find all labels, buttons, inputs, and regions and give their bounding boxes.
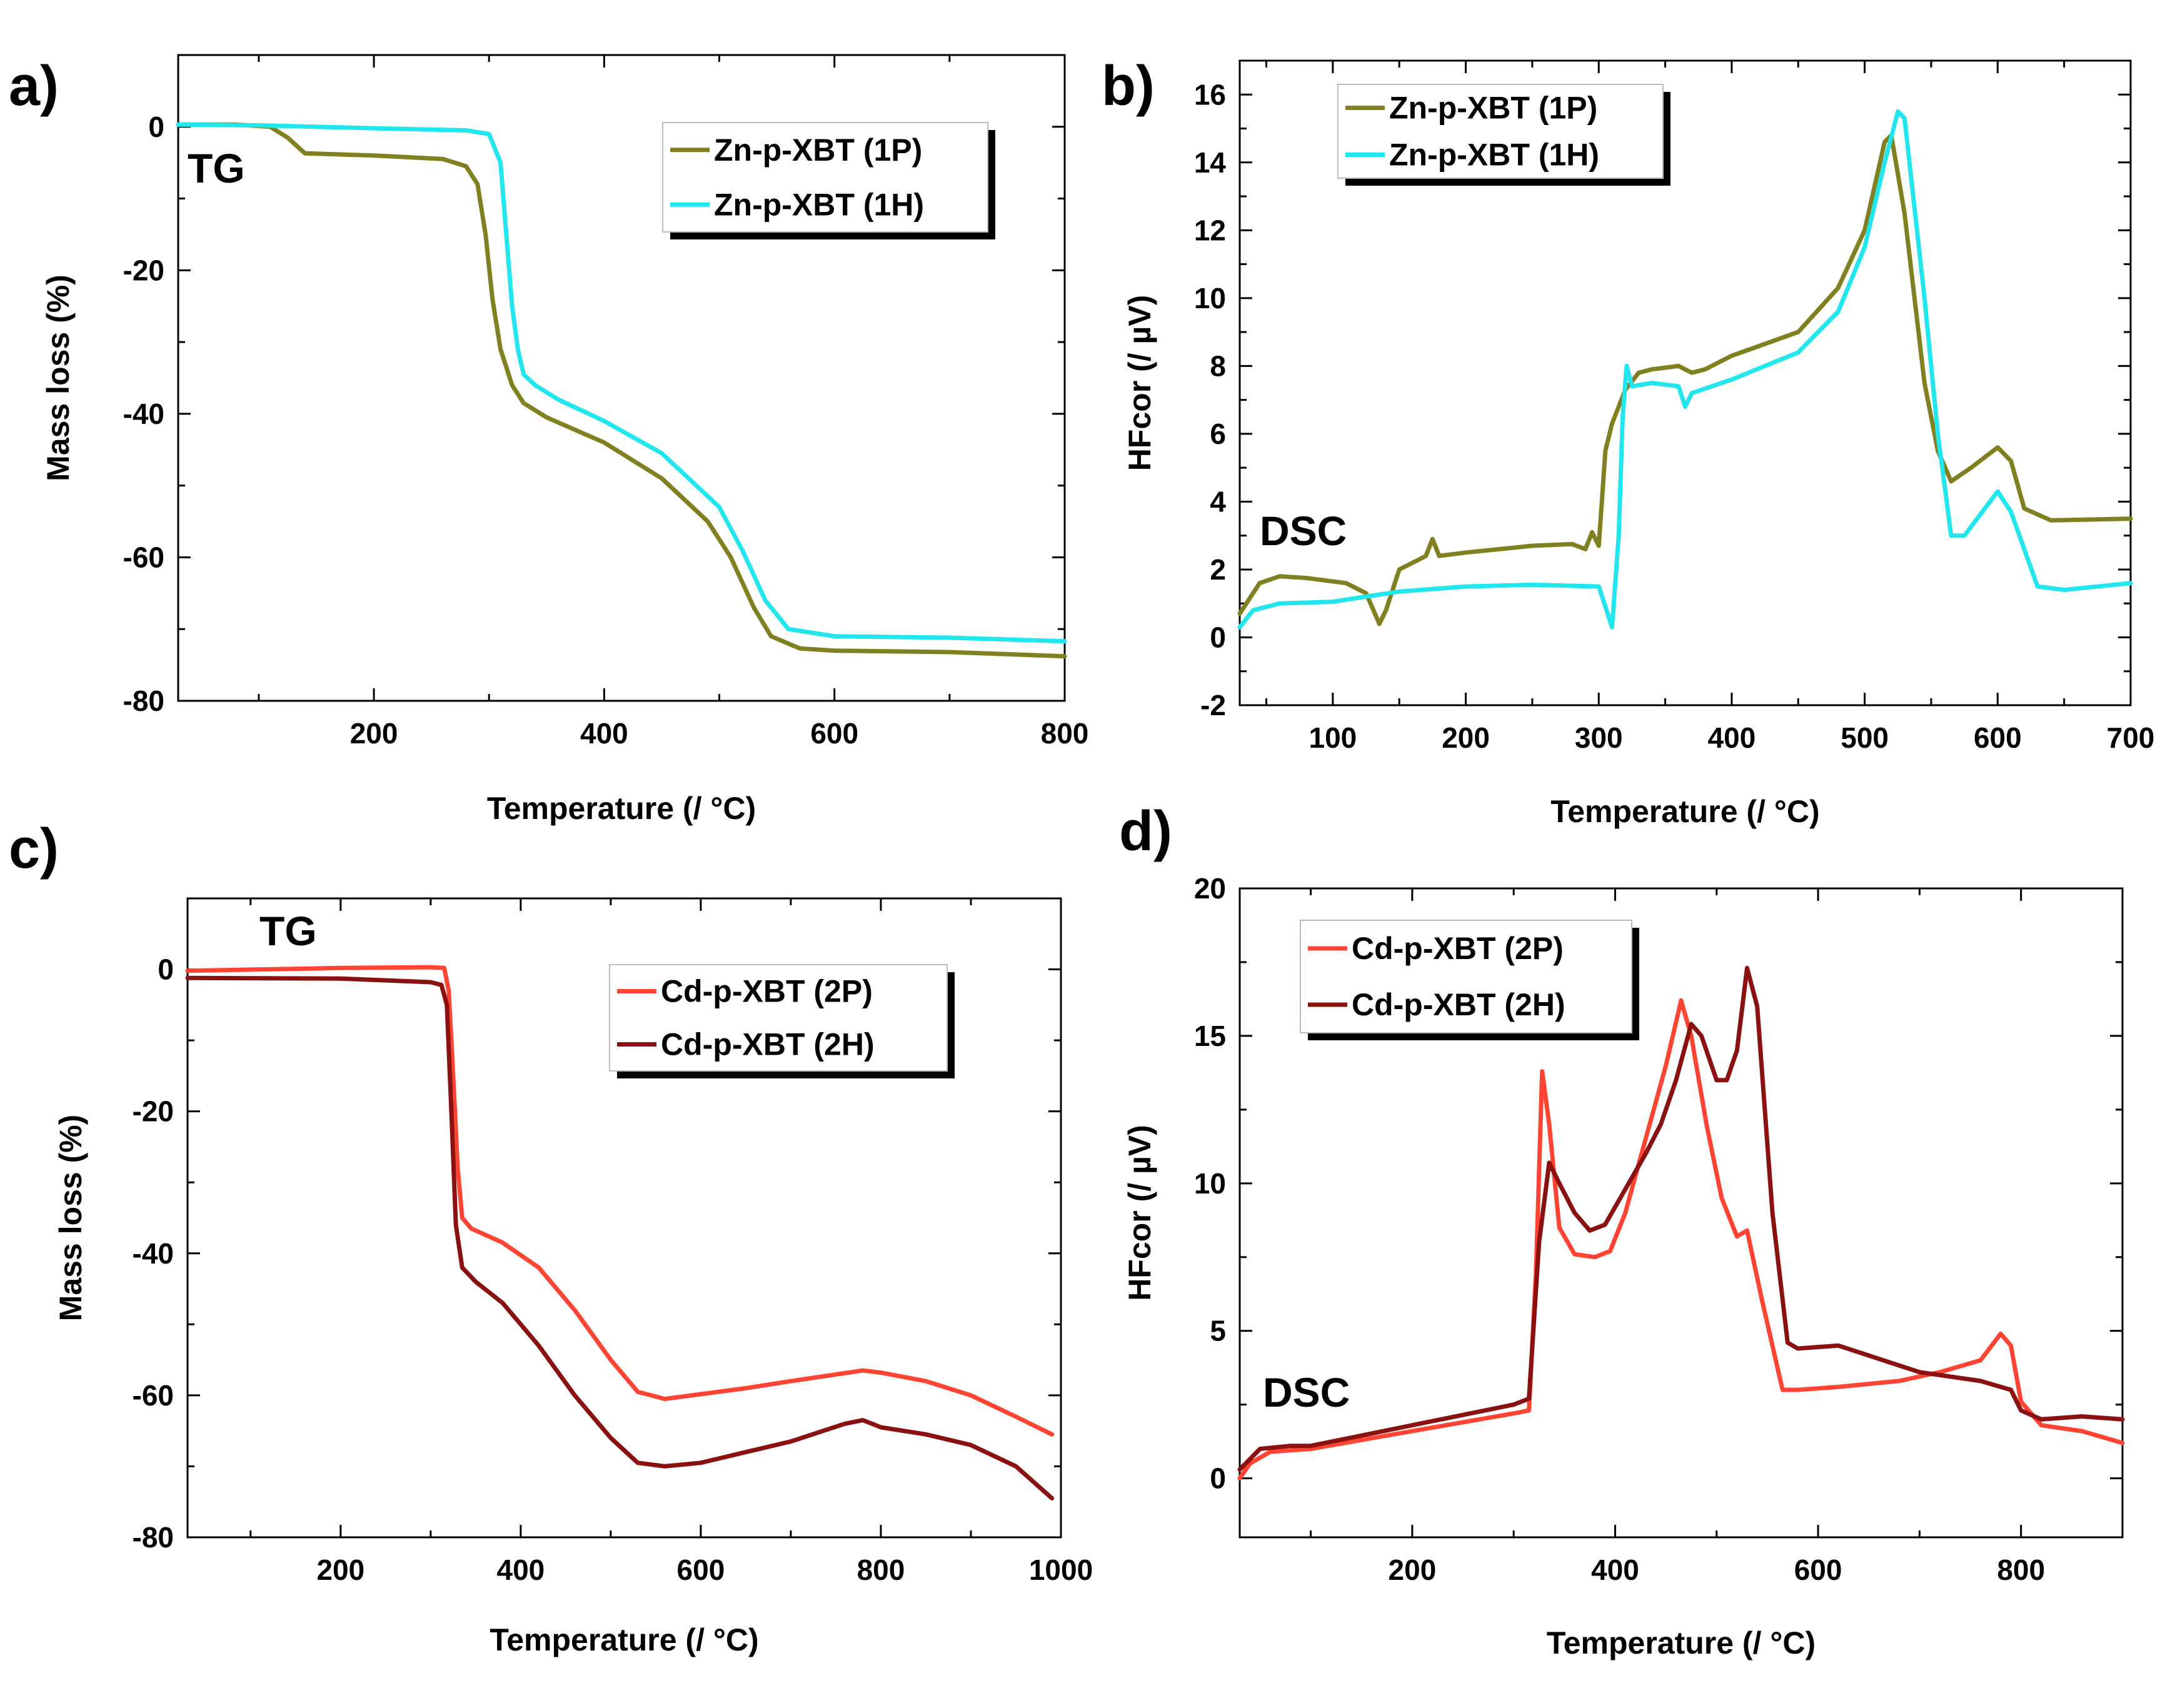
series-line-2 <box>185 975 1055 1500</box>
y-tick-label: -20 <box>123 254 164 286</box>
series-line-1 <box>1237 998 2125 1481</box>
y-tick-label: 0 <box>148 111 164 143</box>
legend-label: Cd-p-XBT (2H) <box>661 1027 875 1062</box>
legend: Cd-p-XBT (2P) Cd-p-XBT (2H) <box>1300 920 1639 1040</box>
x-axis-title: Temperature (/ °C) <box>1550 794 1819 829</box>
y-tick-label: -40 <box>133 1237 174 1270</box>
x-tick-label: 600 <box>1794 1554 1842 1586</box>
y-tick-label: -2 <box>1200 689 1226 721</box>
legend-label: Zn-p-XBT (1P) <box>714 133 922 168</box>
x-tick-label: 600 <box>677 1554 725 1586</box>
y-tick-label: 0 <box>1210 1462 1226 1495</box>
x-tick-label: 400 <box>580 717 628 750</box>
plot-frame <box>186 897 1062 1539</box>
panel-d-dsc-chart: 200 400 600 800 0 5 10 15 20 Temperature (/ °C) HF… <box>1119 800 2125 1660</box>
y-tick-label: -60 <box>123 541 164 573</box>
x-tick-label: 500 <box>1841 721 1889 754</box>
y-tick-label: -80 <box>133 1521 174 1554</box>
x-tick-label: 700 <box>2107 721 2155 754</box>
legend-label: Zn-p-XBT (1P) <box>1389 91 1597 126</box>
legend: Cd-p-XBT (2P) Cd-p-XBT (2H) <box>609 964 955 1078</box>
x-tick-label: 400 <box>1708 721 1756 754</box>
x-tick-label: 200 <box>1389 1554 1437 1586</box>
legend: Zn-p-XBT (1P) Zn-p-XBT (1H) <box>662 122 995 239</box>
x-tick-label: 200 <box>316 1554 364 1586</box>
method-annotation: TG <box>259 908 317 954</box>
series-line-2 <box>176 122 1067 644</box>
y-tick-label: 2 <box>1210 553 1226 586</box>
series-line-1 <box>176 122 1067 659</box>
x-tick-label: 300 <box>1575 721 1623 754</box>
y-tick-label: 20 <box>1194 872 1226 905</box>
y-tick-label: -20 <box>133 1095 174 1128</box>
panel-letter-c: c) <box>9 818 59 880</box>
method-annotation: DSC <box>1263 1369 1350 1415</box>
legend-label: Zn-p-XBT (1H) <box>1389 138 1599 173</box>
x-axis-title: Temperature (/ °C) <box>1547 1625 1816 1660</box>
series-line-2 <box>1237 109 2133 630</box>
y-tick-label: 5 <box>1210 1315 1226 1347</box>
legend: Zn-p-XBT (1P) Zn-p-XBT (1H) <box>1337 84 1670 186</box>
panel-b-dsc-chart: 100 200 300 400 500 600 700 -2 0 2 4 6 8 10 12 14 16 Temp… <box>1102 55 2154 829</box>
y-tick-label: -80 <box>123 685 164 717</box>
series-line-1 <box>185 965 1055 1437</box>
y-axis-title: Mass loss (%) <box>53 1115 88 1322</box>
y-tick-label: 8 <box>1210 349 1226 382</box>
plot-frame <box>1238 59 2132 706</box>
y-tick-label: 0 <box>158 953 174 986</box>
legend-box <box>1300 920 1632 1033</box>
method-annotation: TG <box>188 145 245 191</box>
x-tick-label: 1000 <box>1029 1554 1093 1586</box>
x-tick-label: 200 <box>1442 721 1490 754</box>
y-tick-label: 4 <box>1210 485 1226 518</box>
x-tick-label: 800 <box>1041 717 1089 750</box>
legend-label: Zn-p-XBT (1H) <box>714 187 924 222</box>
y-tick-label: 6 <box>1210 418 1226 450</box>
plot-frame <box>177 54 1066 702</box>
x-tick-label: 400 <box>1591 1554 1639 1586</box>
legend-box <box>609 964 948 1072</box>
panel-c-tg-chart: 200 400 600 800 1000 0 -20 -40 -60 -80 Temperature… <box>9 818 1093 1657</box>
x-tick-label: 400 <box>497 1554 545 1586</box>
legend-box <box>1337 84 1664 179</box>
x-tick-label: 100 <box>1309 721 1357 754</box>
y-tick-label: -40 <box>123 398 164 430</box>
y-tick-label: 0 <box>1210 621 1226 653</box>
y-tick-label: 10 <box>1194 282 1226 314</box>
x-tick-label: 800 <box>857 1554 905 1586</box>
legend-box <box>662 122 988 233</box>
y-tick-label: 16 <box>1194 78 1226 111</box>
y-axis-title: HFcor (/ µV) <box>1122 295 1157 471</box>
x-tick-label: 800 <box>1997 1554 2045 1586</box>
x-tick-label: 600 <box>1974 721 2022 754</box>
legend-label: Cd-p-XBT (2H) <box>1352 987 1565 1022</box>
y-tick-label: 10 <box>1194 1167 1226 1200</box>
method-annotation: DSC <box>1260 508 1347 554</box>
legend-label: Cd-p-XBT (2P) <box>661 974 873 1009</box>
plot-frame <box>1238 887 2124 1539</box>
y-tick-label: 12 <box>1194 214 1226 246</box>
panel-letter-b: b) <box>1102 55 1155 118</box>
y-axis-title: Mass loss (%) <box>41 274 76 481</box>
legend-label: Cd-p-XBT (2P) <box>1352 931 1564 966</box>
x-tick-label: 200 <box>350 717 398 750</box>
panel-a-tg-chart: 200 400 600 800 0 -20 -40 -60 -80 Temperature (/ … <box>9 54 1089 826</box>
series-line-2 <box>1237 965 2125 1472</box>
panel-letter-a: a) <box>9 55 59 118</box>
panel-letter-d: d) <box>1119 800 1172 863</box>
y-tick-label: 15 <box>1194 1020 1226 1052</box>
x-tick-label: 600 <box>810 717 858 750</box>
x-axis-title: Temperature (/ °C) <box>487 791 756 826</box>
y-tick-label: -60 <box>133 1379 174 1412</box>
y-axis-title: HFcor (/ µV) <box>1122 1125 1157 1301</box>
y-tick-label: 14 <box>1194 146 1227 179</box>
x-axis-title: Temperature (/ °C) <box>490 1622 758 1657</box>
